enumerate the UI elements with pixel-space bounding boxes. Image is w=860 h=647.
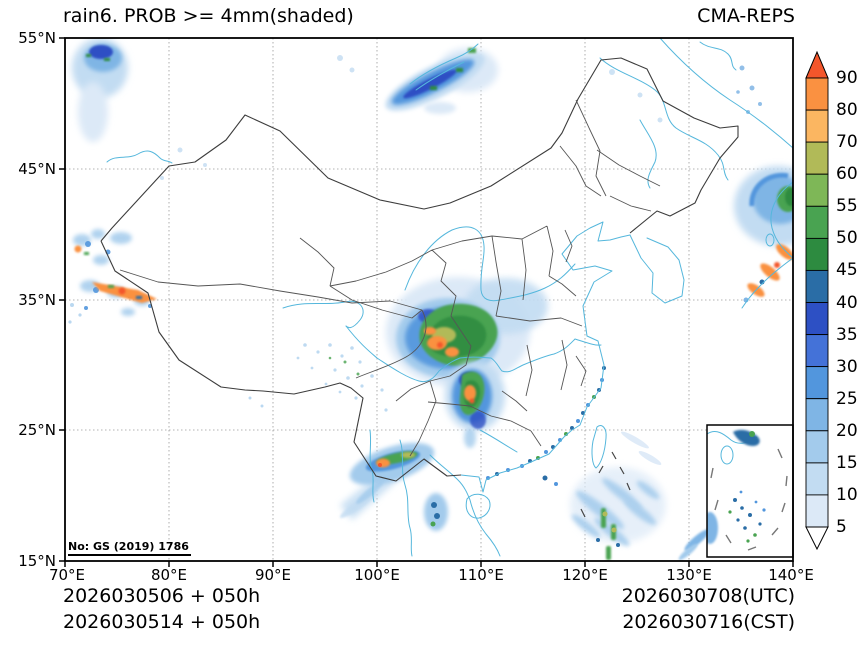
axis-ticks bbox=[59, 37, 794, 567]
colorbar-over-arrow bbox=[805, 50, 829, 79]
colorbar-label: 45 bbox=[836, 260, 858, 280]
province-boundaries bbox=[119, 99, 661, 457]
x-tick-label: 140°E bbox=[768, 566, 814, 584]
colorbar-label: 40 bbox=[836, 293, 858, 313]
x-tick-label: 100°E bbox=[354, 566, 400, 584]
colorbar-label: 50 bbox=[836, 228, 858, 248]
colorbar-label: 20 bbox=[836, 421, 858, 441]
colorbar-label: 60 bbox=[836, 164, 858, 184]
license-note: No: GS (2019) 1786 bbox=[68, 540, 191, 556]
init-time-block: 2026030506 + 050h 2026030514 + 050h bbox=[63, 583, 260, 635]
colorbar-label: 90 bbox=[836, 68, 858, 88]
colorbar-label: 25 bbox=[836, 389, 858, 409]
x-tick-label: 90°E bbox=[254, 566, 292, 584]
plot-title: rain6. PROB >= 4mm(shaded) bbox=[63, 5, 354, 27]
y-tick-label: 45°N bbox=[18, 160, 56, 178]
y-tick-label: 15°N bbox=[18, 552, 56, 570]
x-tick-label: 80°E bbox=[150, 566, 188, 584]
colorbar-label: 15 bbox=[836, 453, 858, 473]
colorbar-label: 70 bbox=[836, 132, 858, 152]
init-time-utc: 2026030506 + 050h bbox=[63, 585, 261, 607]
dashed-boundary bbox=[580, 451, 631, 518]
x-tick-label: 110°E bbox=[458, 566, 504, 584]
precip-shading bbox=[68, 38, 793, 561]
colorbar-under-arrow bbox=[805, 526, 829, 551]
colorbar-label: 55 bbox=[836, 196, 858, 216]
x-tick-label: 130°E bbox=[666, 566, 712, 584]
init-time-cst: 2026030514 + 050h bbox=[63, 611, 261, 633]
x-tick-label: 120°E bbox=[562, 566, 608, 584]
valid-time-utc: 2026030708(UTC) bbox=[621, 585, 795, 607]
colorbar bbox=[805, 50, 829, 551]
geography bbox=[100, 38, 793, 557]
valid-time-cst: 2026030716(CST) bbox=[622, 611, 795, 633]
y-tick-label: 25°N bbox=[18, 421, 56, 439]
model-name: CMA-REPS bbox=[697, 5, 795, 27]
valid-time-block: 2026030708(UTC) 2026030716(CST) bbox=[622, 583, 795, 635]
colorbar-label: 80 bbox=[836, 100, 858, 120]
x-tick-label: 70°E bbox=[48, 566, 86, 584]
scs-inset bbox=[706, 424, 794, 558]
y-tick-label: 55°N bbox=[18, 29, 56, 47]
colorbar-label: 30 bbox=[836, 357, 858, 377]
colorbar-label: 10 bbox=[836, 485, 858, 505]
y-tick-label: 35°N bbox=[18, 291, 56, 309]
coastline-rivers bbox=[106, 38, 793, 557]
colorbar-label: 35 bbox=[836, 325, 858, 345]
colorbar-label: 5 bbox=[836, 517, 847, 537]
nine-dash-line bbox=[710, 448, 788, 551]
national-boundary bbox=[100, 57, 739, 482]
